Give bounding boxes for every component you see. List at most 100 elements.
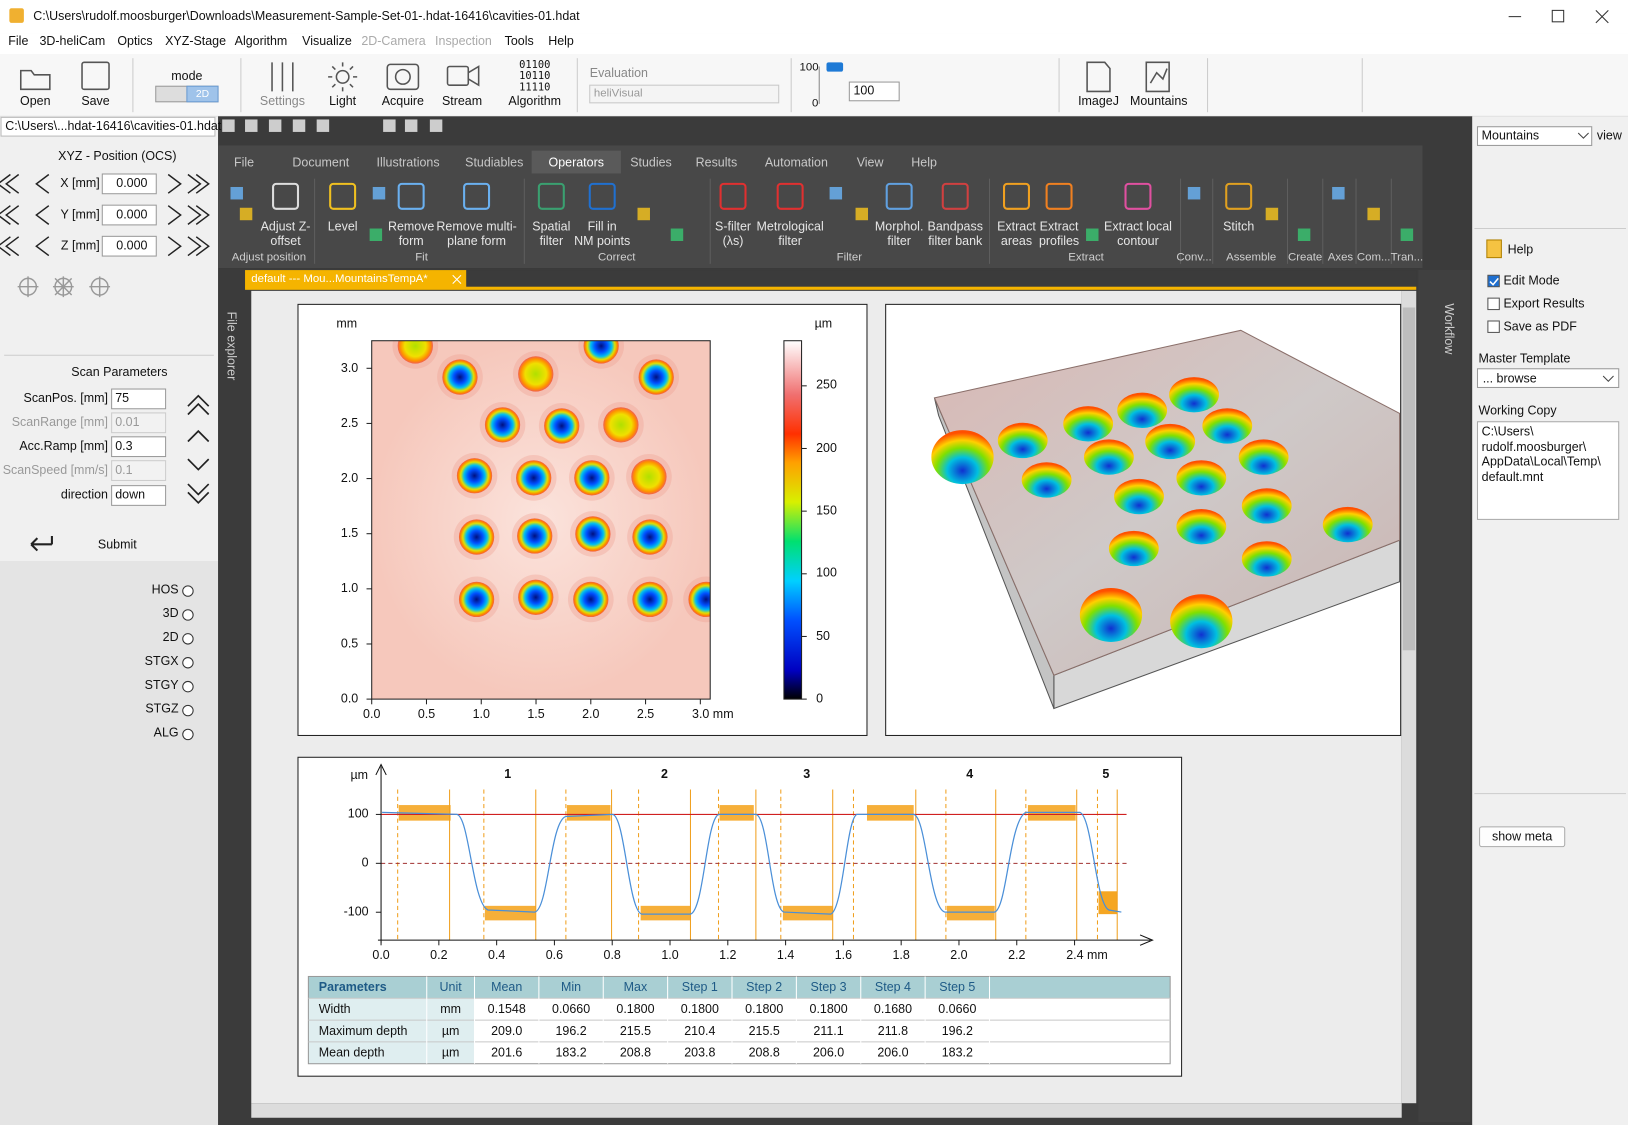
section-label: Master Template [1479,352,1571,366]
file-path: C:\Users\...hdat-16416\cavities-01.hdat [5,120,221,134]
algorithm-icon: 11110 [519,82,550,94]
ribbon-tab[interactable]: File [234,156,254,170]
toolbar-button[interactable]: Mountains [1130,95,1187,109]
ribbon-tab[interactable]: View [857,156,884,170]
show-meta-button[interactable]: show meta [1492,830,1552,844]
checkbox-label[interactable]: Save as PDF [1503,320,1576,334]
table-cell: 215.5 [620,1024,651,1038]
table-cell: 0.0660 [938,1003,976,1017]
step-band [720,805,754,821]
side-tab[interactable]: File explorer [223,312,237,381]
ribbon-tool[interactable]: Fill in NM points [574,220,630,249]
ribbon-tool[interactable]: Extract areas [997,220,1036,249]
submit-button[interactable]: Submit [98,538,137,552]
radio-button [183,729,193,739]
ribbon-tab[interactable]: Studies [630,156,672,170]
ribbon-small-icon [1298,229,1310,241]
menu-item[interactable]: File [8,34,28,48]
toolbar-button[interactable]: Open [20,95,50,109]
ribbon-tool[interactable]: Spatial filter [532,220,570,249]
ribbon-tab[interactable]: Illustrations [377,156,440,170]
menu-item[interactable]: Optics [117,34,152,48]
ribbon-group-label: Create [1288,251,1322,264]
toolbar-button[interactable]: ImageJ [1078,95,1119,109]
evaluation-select[interactable]: heliVisual [594,87,643,100]
radio-label[interactable]: 3D [163,607,179,621]
pit-3d [1242,541,1292,576]
radio-label[interactable]: STGX [145,655,179,669]
param-input[interactable]: 0.01 [115,416,139,430]
menu-item[interactable]: 3D-heliCam [39,34,105,48]
radio-label[interactable]: ALG [154,726,179,740]
menu-item[interactable]: Tools [505,34,534,48]
ribbon-tab[interactable]: Operators [549,156,604,170]
axis-input[interactable]: 0.000 [116,208,147,222]
radio-label[interactable]: STGY [145,678,179,692]
pit-3d [1202,408,1252,443]
ribbon-tool[interactable]: Extract profiles [1039,220,1079,249]
ribbon-tool[interactable]: Morphol. filter [875,220,923,249]
ribbon-tab[interactable]: Automation [765,156,828,170]
menu-item[interactable]: 2D-Camera [361,34,425,48]
pit-3d [998,423,1048,458]
x-tick-label: 1.5 [527,708,544,722]
view-select[interactable]: Mountains [1482,129,1539,143]
pit [442,359,477,394]
table-cell: 0.1800 [810,1003,848,1017]
ribbon-small-icon [373,187,385,199]
menu-item[interactable]: Help [548,34,574,48]
ribbon-tool[interactable]: Remove form [388,220,434,249]
x-tick-label: 2.2 [1008,949,1025,963]
direction-select[interactable]: down [115,488,145,502]
ribbon-small-icon [856,208,868,220]
toolbar-button[interactable]: Acquire [382,95,424,109]
menu-item[interactable]: XYZ-Stage [165,34,226,48]
param-input[interactable]: 0.1 [115,463,132,477]
ribbon-tool[interactable]: Level [328,220,358,234]
radio-label[interactable]: HOS [152,583,179,597]
pit-3d [1063,406,1113,441]
side-tab[interactable]: Workflow [1441,303,1455,354]
param-label: ScanRange [mm] [12,416,108,430]
pit-3d [1242,488,1292,523]
ribbon-tool[interactable]: Adjust Z- offset [261,220,311,249]
menu-item[interactable]: Visualize [302,34,352,48]
ribbon-tool[interactable]: Metrological filter [757,220,824,249]
radio-label[interactable]: STGZ [145,702,178,716]
toolbar-button[interactable]: Algorithm [508,95,561,109]
toolbar-button[interactable]: Light [329,95,356,109]
param-input[interactable]: 75 [115,392,129,406]
menu-item[interactable]: Algorithm [235,34,288,48]
template-select[interactable]: ... browse [1483,372,1537,386]
x-tick-label: 1.4 [777,949,794,963]
ribbon-tab[interactable]: Help [911,156,937,170]
checkbox-label[interactable]: Edit Mode [1503,274,1559,288]
toolbar-button[interactable]: Stream [442,95,482,109]
pit [631,459,666,494]
document-tab[interactable]: default --- Mou...MountainsTempA* [251,273,427,286]
table-header: Step 2 [746,981,782,995]
ribbon-tab[interactable]: Document [292,156,349,170]
ribbon-tool[interactable]: Extract local contour [1104,220,1172,249]
ribbon-tab[interactable]: Studiables [465,156,523,170]
checkbox-label[interactable]: Export Results [1503,297,1584,311]
help-button[interactable]: Help [1508,243,1534,257]
quick-icon [317,119,329,131]
toolbar-button[interactable]: Save [81,95,109,109]
ribbon-tool[interactable]: Stitch [1223,220,1254,234]
ribbon-tool[interactable]: Bandpass filter bank [928,220,983,249]
ribbon-tool[interactable]: S-filter (λs) [715,220,751,249]
toolbar-button[interactable]: Settings [260,95,305,109]
algorithm-icon: 10110 [519,71,550,83]
mode-toggle[interactable]: 2D [196,89,209,101]
spin-box[interactable]: 100 [853,84,874,98]
menu-item[interactable]: Inspection [435,34,492,48]
axis-input[interactable]: 0.000 [116,239,147,253]
radio-label[interactable]: 2D [163,631,179,645]
param-input[interactable]: 0.3 [115,440,132,454]
ribbon-tab[interactable]: Results [696,156,738,170]
table-header: Step 1 [682,981,718,995]
x-tick-label: 0.5 [418,708,435,722]
ribbon-tool[interactable]: Remove multi- plane form [436,220,516,249]
axis-input[interactable]: 0.000 [116,177,147,191]
